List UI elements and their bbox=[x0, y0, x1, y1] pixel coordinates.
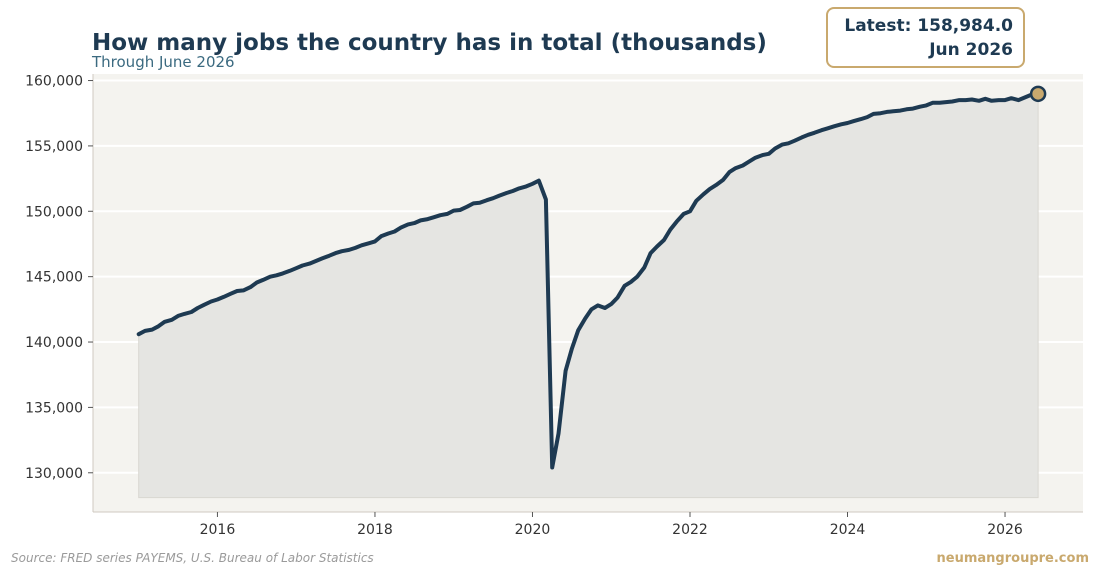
y-tick-label: 150,000 bbox=[25, 204, 83, 220]
x-axis-ticks: 2016 2018 2020 2022 2024 2026 bbox=[200, 512, 1023, 538]
latest-value-callout: Latest: 158,984.0 Jun 2026 bbox=[826, 7, 1025, 68]
latest-value-label: Latest: 158,984.0 bbox=[844, 16, 1013, 36]
y-tick-label: 135,000 bbox=[25, 400, 83, 416]
latest-date-label: Jun 2026 bbox=[929, 40, 1013, 60]
y-tick-label: 155,000 bbox=[25, 139, 83, 155]
x-tick-label: 2026 bbox=[987, 522, 1023, 538]
series-line bbox=[136, 91, 1041, 470]
chart-title: How many jobs the country has in total (… bbox=[92, 30, 767, 56]
brand-link[interactable]: neumangroupre.com bbox=[936, 551, 1089, 566]
latest-point-marker bbox=[1029, 85, 1047, 103]
y-axis-ticks: 130,000 135,000 140,000 145,000 150,000 155,0… bbox=[25, 74, 93, 482]
source-note: Source: FRED series PAYEMS, U.S. Bureau … bbox=[11, 551, 374, 565]
y-tick-label: 130,000 bbox=[25, 466, 83, 482]
y-tick-label: 140,000 bbox=[25, 335, 83, 351]
x-tick-label: 2016 bbox=[200, 522, 236, 538]
y-tick-label: 145,000 bbox=[25, 270, 83, 286]
x-tick-label: 2022 bbox=[672, 522, 708, 538]
chart-subtitle: Through June 2026 bbox=[92, 53, 235, 71]
x-tick-label: 2024 bbox=[830, 522, 866, 538]
x-tick-label: 2020 bbox=[515, 522, 551, 538]
y-tick-label: 160,000 bbox=[25, 74, 83, 90]
x-tick-label: 2018 bbox=[357, 522, 393, 538]
